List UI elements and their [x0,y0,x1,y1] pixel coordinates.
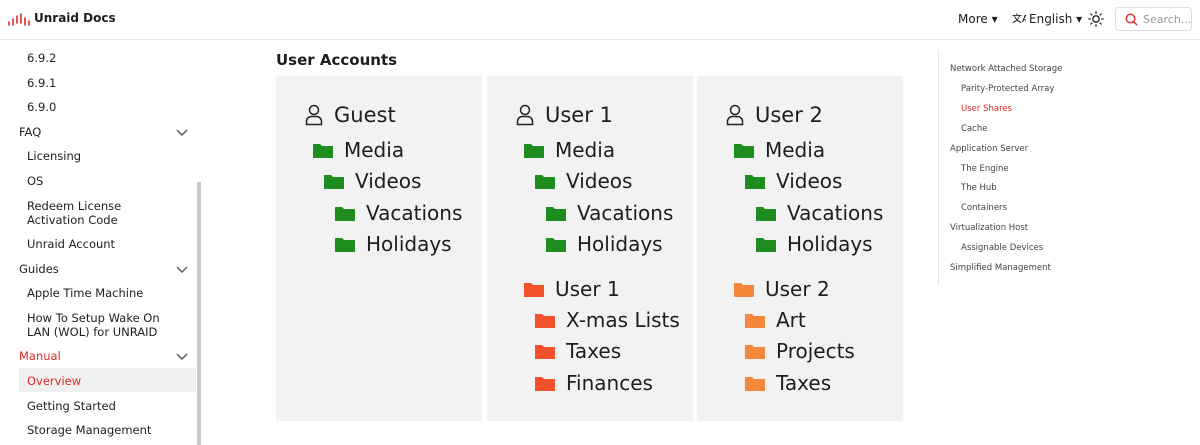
more-menu[interactable]: More ▾ [958,12,998,26]
sidebar-link[interactable]: Storage Management [27,423,152,438]
logo[interactable] [8,13,30,27]
folder-name: Videos [776,169,843,194]
active-highlight [19,368,196,392]
scrollbar[interactable] [197,182,201,445]
folder-icon [745,345,765,360]
sidebar-category[interactable]: FAQ [19,124,42,139]
folder-name: Videos [566,169,633,194]
folder-name: User 1 [555,276,620,301]
folder-icon [546,206,566,221]
folder-icon [745,376,765,391]
more-label: More [958,12,988,26]
folder-icon [756,238,776,253]
folder-icon [734,144,754,158]
toc-link[interactable]: The Engine [961,163,1009,174]
table-of-contents: Network Attached Storage Parity-Protected… [938,50,1169,285]
folder-name: User 2 [765,276,830,301]
folder-name: Holidays [577,232,663,257]
account-card: User 1 Media Videos Vacations Holidays User 1… [487,76,693,421]
folder-icon [324,175,344,190]
toc-link[interactable]: Containers [961,203,1007,214]
folder-icon [535,314,555,328]
folder-icon [335,238,355,253]
account-name: User 1 [545,103,613,127]
folder-icon [734,282,754,297]
brand[interactable]: Unraid Docs [34,11,116,25]
sidebar-link[interactable]: OS [27,174,44,188]
sidebar-link[interactable]: Redeem License Activation Code [27,198,122,227]
chevron [176,353,188,361]
sidebar-link[interactable]: Apple Time Machine [27,286,144,301]
sidebar-link[interactable]: Licensing [27,149,82,164]
folder-name: Vacations [787,200,884,225]
folder-name: Art [776,308,806,332]
folder-icon [524,282,544,297]
chevron [176,129,188,136]
search-placeholder: Search... [1143,13,1192,26]
folder-name: Media [555,138,616,162]
sidebar-link[interactable]: 6.9.0 [27,100,57,115]
sidebar-link[interactable]: How To Setup Wake On LAN (WOL) for UNRAI… [27,310,160,339]
translate-icon: 文A [1012,12,1026,25]
folder-icon [535,376,555,391]
folder-name: Videos [355,169,422,194]
folder-icon [535,345,555,360]
toc-link[interactable]: Virtualization Host [950,223,1029,234]
folder-icon [524,144,544,158]
folder-icon [335,206,355,221]
toc-link[interactable]: The Hub [961,183,997,194]
navbar: Unraid Docs More ▾ 文A English ▾ Search..… [0,0,1200,40]
user-icon [726,104,744,126]
folder-icon [546,238,566,253]
theme-toggle[interactable] [1088,11,1104,27]
search-box[interactable]: Search... [1115,7,1192,31]
folder-icon [745,175,765,190]
language-menu[interactable]: English ▾ [1029,12,1083,26]
svg-text:文A: 文A [1012,12,1026,25]
toc-link[interactable]: User Shares [961,103,1013,114]
toc-link[interactable]: Network Attached Storage [950,64,1063,74]
search-icon [1125,13,1138,26]
user-icon [305,104,323,126]
folder-name: Taxes [776,370,832,395]
toc-link[interactable]: Parity-Protected Array [961,83,1055,94]
user-icon [516,104,534,126]
chevron [176,266,188,273]
sidebar-link[interactable]: 6.9.1 [27,75,57,90]
folder-name: X-mas Lists [566,308,680,332]
folder-name: Projects [776,339,855,364]
main-title: User Accounts [276,51,398,69]
sidebar-category[interactable]: Manual [19,349,61,364]
sidebar-link[interactable]: Unraid Account [27,237,116,252]
folder-icon [756,206,776,221]
account-card: User 2 Media Videos Vacations Holidays User 2… [697,76,903,421]
account-name: Guest [334,103,396,127]
sidebar: 6.9.2 6.9.1 6.9.0 FAQ Licensing OS Redeem Lice… [0,41,198,445]
folder-name: Holidays [366,232,452,257]
toc-link[interactable]: Application Server [950,143,1029,154]
toc-link[interactable]: Cache [961,123,988,134]
sidebar-link[interactable]: 6.9.2 [27,51,57,65]
folder-icon [745,314,765,328]
account-name: User 2 [755,103,823,127]
folder-name: Media [344,138,405,162]
account-card: Guest Media Videos Vacations Holidays [276,76,482,421]
folder-name: Finances [566,370,653,395]
sidebar-link[interactable]: Getting Started [27,398,116,413]
sidebar-category[interactable]: Guides [19,261,59,276]
folder-name: Media [765,138,826,162]
folder-icon [535,175,555,190]
toc-link[interactable]: Simplified Management [950,263,1051,273]
sidebar-link[interactable]: Overview [27,374,82,388]
folder-name: Taxes [566,339,622,364]
folder-name: Holidays [787,232,873,257]
language-label: English [1029,12,1073,26]
folder-icon [313,144,333,158]
folder-name: Vacations [366,200,463,225]
folder-name: Vacations [577,200,674,225]
toc-link[interactable]: Assignable Devices [961,243,1044,254]
